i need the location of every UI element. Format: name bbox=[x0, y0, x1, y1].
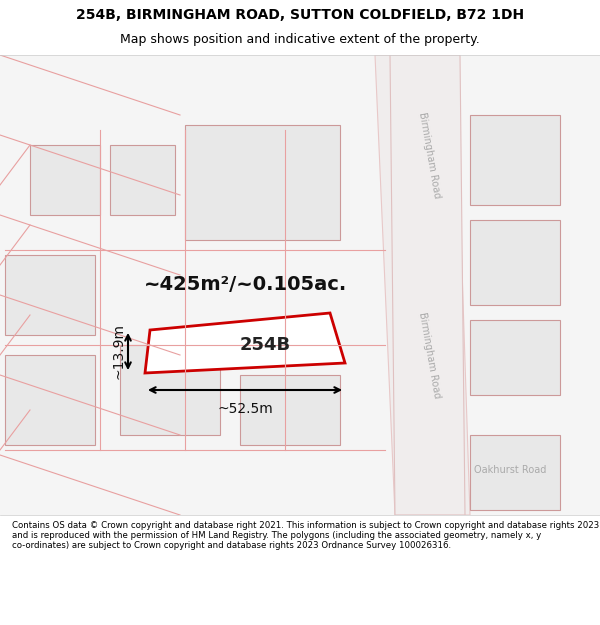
Text: 254B, BIRMINGHAM ROAD, SUTTON COLDFIELD, B72 1DH: 254B, BIRMINGHAM ROAD, SUTTON COLDFIELD,… bbox=[76, 8, 524, 22]
Polygon shape bbox=[145, 313, 345, 373]
Polygon shape bbox=[120, 345, 220, 435]
Polygon shape bbox=[5, 355, 95, 445]
Text: Contains OS data © Crown copyright and database right 2021. This information is : Contains OS data © Crown copyright and d… bbox=[12, 521, 599, 550]
Text: ~425m²/~0.105ac.: ~425m²/~0.105ac. bbox=[143, 276, 347, 294]
Polygon shape bbox=[5, 255, 95, 335]
Polygon shape bbox=[375, 55, 470, 515]
Text: ~52.5m: ~52.5m bbox=[217, 402, 273, 416]
Polygon shape bbox=[30, 145, 100, 215]
Polygon shape bbox=[470, 115, 560, 205]
Polygon shape bbox=[390, 55, 465, 515]
Text: Oakhurst Road: Oakhurst Road bbox=[474, 465, 546, 475]
Polygon shape bbox=[0, 55, 600, 515]
Text: Map shows position and indicative extent of the property.: Map shows position and indicative extent… bbox=[120, 33, 480, 46]
Polygon shape bbox=[185, 125, 340, 240]
Text: ~13.9m: ~13.9m bbox=[112, 323, 126, 379]
Polygon shape bbox=[470, 435, 560, 510]
Polygon shape bbox=[470, 220, 560, 305]
Text: Birmingham Road: Birmingham Road bbox=[418, 111, 443, 199]
Text: Birmingham Road: Birmingham Road bbox=[418, 311, 443, 399]
Polygon shape bbox=[470, 320, 560, 395]
Polygon shape bbox=[240, 375, 340, 445]
Text: 254B: 254B bbox=[239, 336, 290, 354]
Polygon shape bbox=[110, 145, 175, 215]
